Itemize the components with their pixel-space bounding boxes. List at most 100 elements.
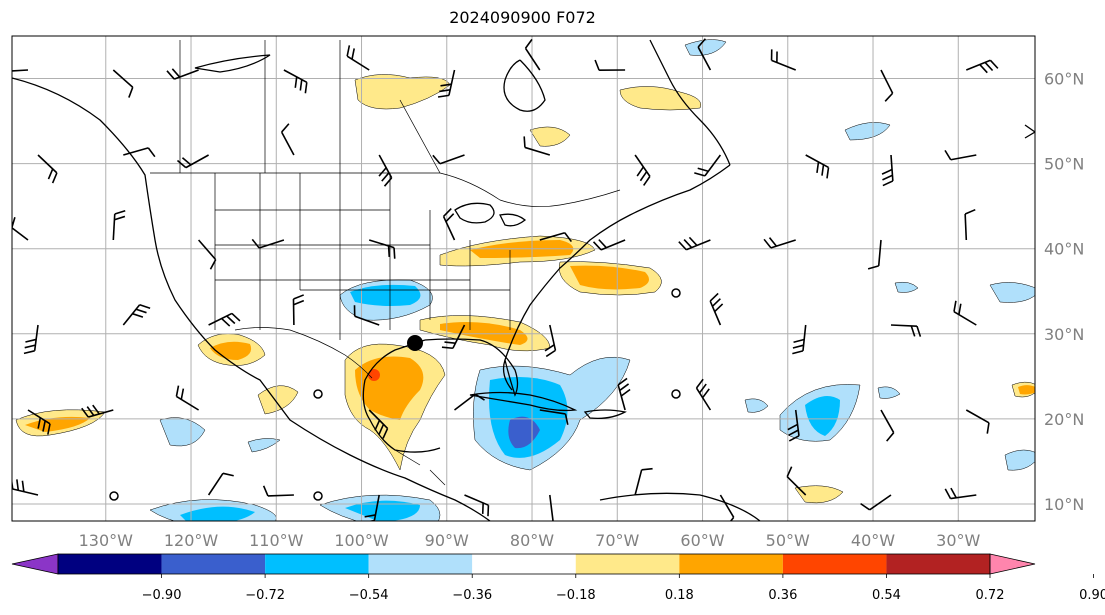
- hudson-bay: [503, 59, 546, 112]
- colorbar: −0.90 −0.72 −0.54 −0.36 −0.18 0.18 0.36 0.54 0.7…: [11, 553, 1105, 603]
- contour-positive-core: [1018, 385, 1035, 395]
- storm-center-marker: [407, 335, 423, 351]
- contour-positive-region: [619, 86, 702, 111]
- wind-barb: [437, 69, 456, 98]
- borders: [150, 40, 621, 486]
- contour-peak: [368, 369, 380, 381]
- latitude-label: 20°N: [1044, 410, 1084, 429]
- colorbar-tick-label: 0.90: [1079, 588, 1105, 603]
- longitude-label: 100°W: [334, 531, 389, 550]
- map-border: [11, 35, 1036, 522]
- wind-barb: [719, 494, 735, 521]
- wind-barb: [880, 409, 895, 442]
- longitude-label: 70°W: [595, 531, 639, 550]
- wind-barb: [763, 237, 796, 249]
- wind-barb: [112, 69, 134, 98]
- wind-barb: [860, 494, 892, 511]
- colorbar-tick-label: −0.90: [142, 588, 182, 603]
- wind-barb: [592, 239, 626, 251]
- calm-circle: [313, 389, 323, 399]
- wind-barb: [709, 292, 724, 326]
- longitude-label: 120°W: [164, 531, 219, 550]
- wind-barb: [890, 324, 922, 337]
- labrador-coast: [649, 39, 731, 166]
- wind-barb: [368, 409, 389, 439]
- colorbar-tick-label: 0.18: [665, 588, 694, 603]
- wind-barb: [678, 236, 711, 251]
- wind-barb: [770, 49, 796, 71]
- wind-barb: [197, 239, 217, 270]
- wind-barb: [464, 494, 490, 517]
- wind-barb: [353, 305, 380, 326]
- contour-negative-core: [180, 506, 255, 521]
- contour-negative-region: [159, 417, 206, 447]
- wind-barb: [880, 69, 894, 102]
- wind-barb: [964, 208, 976, 241]
- wind-barb: [805, 154, 830, 179]
- wind-barb: [251, 238, 285, 249]
- wind-barb: [697, 38, 712, 71]
- wind-barb: [442, 207, 456, 241]
- longitude-label: 130°W: [79, 531, 134, 550]
- contour-positive-core: [25, 416, 90, 432]
- contour-negative-core: [345, 500, 420, 521]
- colorbar-extend-low: [11, 553, 59, 575]
- contour-positive-core: [210, 341, 252, 360]
- wind-barb: [454, 393, 485, 411]
- wind-barb: [524, 38, 541, 71]
- wind-barb: [346, 45, 370, 71]
- map-title: 2024090900 F072: [449, 8, 596, 27]
- province-line: [179, 40, 441, 174]
- contour-negative-core: [489, 376, 568, 458]
- south-america: [599, 492, 761, 521]
- longitude-label: 80°W: [510, 531, 554, 550]
- wind-barb: [23, 324, 39, 355]
- contour-negative-region: [894, 281, 919, 293]
- us-mexico-border: [234, 327, 373, 379]
- wind-barb: [207, 472, 234, 496]
- longitude-label: 90°W: [425, 531, 469, 550]
- wind-barb: [634, 154, 651, 186]
- wind-barb: [378, 154, 393, 187]
- us-canada-border: [150, 172, 621, 207]
- colorbar-tick-label: 0.36: [768, 588, 797, 603]
- longitude-label: 30°W: [936, 531, 980, 550]
- contour-negative-region: [877, 386, 901, 399]
- colorbar-tick-label: −0.36: [452, 588, 492, 603]
- wind-barb: [965, 409, 990, 434]
- atlantic-coast: [424, 164, 731, 397]
- calm-circle: [671, 389, 681, 399]
- contour-negative-region: [247, 438, 281, 453]
- wind-barb: [122, 304, 151, 326]
- wind-barb: [792, 324, 807, 355]
- contour-negative-region: [1004, 449, 1035, 471]
- colorbar-segment: [58, 554, 162, 574]
- wind-barb: [617, 377, 631, 411]
- calm-markers: [109, 288, 681, 501]
- wind-barb: [695, 378, 712, 411]
- contour-positive-region: [794, 485, 844, 504]
- latitude-label: 60°N: [1044, 70, 1084, 89]
- contour-positive-core: [570, 265, 649, 290]
- wind-barb: [787, 409, 800, 442]
- colorbar-segment: [782, 554, 887, 574]
- wind-barb: [12, 69, 29, 72]
- wind-barb: [539, 409, 569, 425]
- arctic-island: [194, 54, 271, 73]
- contour-negative-region: [844, 122, 891, 141]
- colorbar-segment: [368, 554, 473, 574]
- colorbar-tick-label: 0.72: [976, 588, 1005, 603]
- colorbar-segment: [575, 554, 680, 574]
- calm-circle: [671, 288, 681, 298]
- colorbar-tick-label: 0.54: [872, 588, 901, 603]
- wind-barb: [966, 59, 999, 74]
- coastlines: [12, 39, 1035, 521]
- wind-barb: [944, 149, 977, 161]
- pacific-coast: [12, 77, 491, 521]
- longitude-label: 60°W: [680, 531, 724, 550]
- hispaniola: [583, 409, 627, 420]
- colorbar-segment: [161, 554, 266, 574]
- wind-barb: [262, 485, 294, 497]
- wind-barb: [539, 232, 573, 243]
